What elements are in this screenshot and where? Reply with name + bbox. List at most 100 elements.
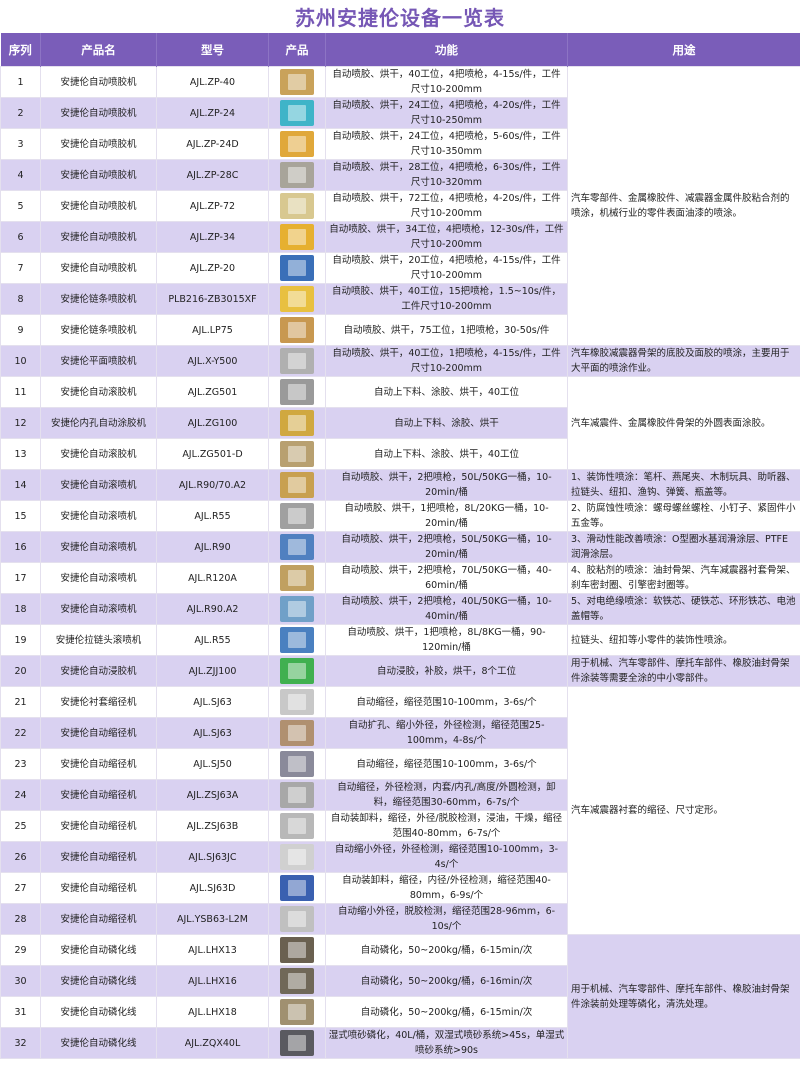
- product-image: [280, 503, 314, 529]
- model-cell: AJL.ZSJ63B: [156, 810, 269, 842]
- model-cell: AJL.YSB63-L2M: [156, 903, 269, 935]
- image-cell: [268, 500, 326, 532]
- table-row: 11 安捷伦自动滚胶机 AJL.ZG501 自动上下料、涂胶、烘干，40工位 汽车减震件…: [0, 376, 800, 470]
- model-cell: PLB216-ZB3015XF: [156, 283, 269, 315]
- seq-cell: 29: [0, 934, 41, 966]
- image-cell: [268, 221, 326, 253]
- image-cell: [268, 872, 326, 904]
- function-cell: 自动喷胶、烘干，40工位，4把喷枪，4-15s/件，工件尺寸10-200mm: [325, 66, 568, 98]
- usage-cell: 5、对电绝缘喷涂：软铁芯、硬铁芯、环形铁芯、电池盖帽等。: [567, 593, 800, 625]
- image-cell: [268, 190, 326, 222]
- model-cell: AJL.ZP-40: [156, 66, 269, 98]
- seq-cell: 14: [0, 469, 41, 501]
- model-cell: AJL.ZP-34: [156, 221, 269, 253]
- name-cell: 安捷伦自动缩径机: [40, 779, 157, 811]
- seq-cell: 9: [0, 314, 41, 346]
- image-cell: [268, 686, 326, 718]
- function-cell: 自动磷化，50~200kg/桶，6-15min/次: [325, 996, 568, 1028]
- table-row: 28 安捷伦自动缩径机 AJL.YSB63-L2M 自动缩小外径，脱胶检测，缩径范围2…: [0, 903, 800, 935]
- function-cell: 自动浸胶，补胶，烘干，8个工位: [325, 655, 568, 687]
- header-name: 产品名: [40, 33, 157, 67]
- function-cell: 自动缩径，缩径范围10-100mm，3-6s/个: [325, 748, 568, 780]
- name-cell: 安捷伦自动喷胶机: [40, 221, 157, 253]
- name-cell: 安捷伦链条喷胶机: [40, 314, 157, 346]
- image-cell: [268, 66, 326, 98]
- name-cell: 安捷伦自动喷胶机: [40, 128, 157, 160]
- seq-cell: 17: [0, 562, 41, 594]
- product-image: [280, 255, 314, 281]
- seq-cell: 31: [0, 996, 41, 1028]
- function-cell: 自动上下料、涂胶、烘干: [325, 407, 568, 439]
- model-cell: AJL.LP75: [156, 314, 269, 346]
- model-cell: AJL.ZJJ100: [156, 655, 269, 687]
- name-cell: 安捷伦自动缩径机: [40, 748, 157, 780]
- name-cell: 安捷伦自动缩径机: [40, 841, 157, 873]
- product-image: [280, 317, 314, 343]
- function-cell: 自动喷胶、烘干，34工位，4把喷枪，12-30s/件，工件尺寸10-200mm: [325, 221, 568, 253]
- header-usage: 用途: [567, 33, 800, 67]
- name-cell: 安捷伦链条喷胶机: [40, 283, 157, 315]
- product-image: [280, 100, 314, 126]
- model-cell: AJL.R120A: [156, 562, 269, 594]
- name-cell: 安捷伦自动缩径机: [40, 810, 157, 842]
- model-cell: AJL.R90: [156, 531, 269, 563]
- seq-cell: 23: [0, 748, 41, 780]
- seq-cell: 30: [0, 965, 41, 997]
- product-image: [280, 875, 314, 901]
- product-image: [280, 534, 314, 560]
- table-row: 29 安捷伦自动磷化线 AJL.LHX13 自动磷化，50~200kg/桶，6-15m…: [0, 934, 800, 1059]
- image-cell: [268, 903, 326, 935]
- model-cell: AJL.SJ63: [156, 717, 269, 749]
- product-image: [280, 968, 314, 994]
- usage-cell: 汽车橡胶减震器骨架的底胶及面胶的喷涂，主要用于大平面的喷涂作业。: [567, 345, 800, 377]
- product-image: [280, 193, 314, 219]
- image-cell: [268, 97, 326, 129]
- model-cell: AJL.ZG100: [156, 407, 269, 439]
- model-cell: AJL.R90.A2: [156, 593, 269, 625]
- image-cell: [268, 345, 326, 377]
- usage-cell: 用于机械、汽车零部件、摩托车部件、橡胶油封骨架件涂装等需要全涂的中小零部件。: [567, 655, 800, 687]
- name-cell: 安捷伦自动滚胶机: [40, 438, 157, 470]
- table-header: 序列 产品名 型号 产品 功能 用途: [0, 33, 800, 67]
- table-row: 30 安捷伦自动磷化线 AJL.LHX16 自动磷化，50~200kg/桶，6-16m…: [0, 965, 800, 997]
- seq-cell: 1: [0, 66, 41, 98]
- product-image: [280, 565, 314, 591]
- seq-cell: 3: [0, 128, 41, 160]
- image-cell: [268, 655, 326, 687]
- name-cell: 安捷伦平面喷胶机: [40, 345, 157, 377]
- seq-cell: 16: [0, 531, 41, 563]
- image-cell: [268, 965, 326, 997]
- seq-cell: 24: [0, 779, 41, 811]
- table-row: 3 安捷伦自动喷胶机 AJL.ZP-24D 自动喷胶、烘干，24工位，4把喷枪，5-6…: [0, 128, 800, 160]
- seq-cell: 15: [0, 500, 41, 532]
- name-cell: 安捷伦自动缩径机: [40, 717, 157, 749]
- name-cell: 安捷伦自动缩径机: [40, 903, 157, 935]
- table-row: 7 安捷伦自动喷胶机 AJL.ZP-20 自动喷胶、烘干，20工位，4把喷枪，4-15…: [0, 252, 800, 284]
- function-cell: 自动喷胶、烘干，24工位，4把喷枪，5-60s/件，工件尺寸10-350mm: [325, 128, 568, 160]
- seq-cell: 6: [0, 221, 41, 253]
- image-cell: [268, 252, 326, 284]
- function-cell: 自动喷胶、烘干，75工位，1把喷枪，30-50s/件: [325, 314, 568, 346]
- image-cell: [268, 159, 326, 191]
- product-image: [280, 782, 314, 808]
- name-cell: 安捷伦自动滚喷机: [40, 562, 157, 594]
- product-image: [280, 224, 314, 250]
- table-row: 21 安捷伦衬套缩径机 AJL.SJ63 自动缩径，缩径范围10-100mm，3-6s…: [0, 686, 800, 935]
- usage-cell: 4、胶粘剂的喷涂：油封骨架、汽车减震器衬套骨架、刹车密封圈、引擎密封圈等。: [567, 562, 800, 594]
- image-cell: [268, 717, 326, 749]
- function-cell: 自动喷胶、烘干，20工位，4把喷枪，4-15s/件，工件尺寸10-200mm: [325, 252, 568, 284]
- function-cell: 自动喷胶、烘干，28工位，4把喷枪，6-30s/件，工件尺寸10-320mm: [325, 159, 568, 191]
- table-row: 23 安捷伦自动缩径机 AJL.SJ50 自动缩径，缩径范围10-100mm，3-6s…: [0, 748, 800, 780]
- product-image: [280, 627, 314, 653]
- name-cell: 安捷伦自动喷胶机: [40, 190, 157, 222]
- model-cell: AJL.SJ63D: [156, 872, 269, 904]
- name-cell: 安捷伦自动磷化线: [40, 996, 157, 1028]
- product-image: [280, 720, 314, 746]
- header-function: 功能: [325, 33, 568, 67]
- product-image: [280, 658, 314, 684]
- model-cell: AJL.LHX18: [156, 996, 269, 1028]
- seq-cell: 5: [0, 190, 41, 222]
- model-cell: AJL.ZP-24: [156, 97, 269, 129]
- function-cell: 自动喷胶、烘干，1把喷枪，8L/8KG一桶，90-120min/桶: [325, 624, 568, 656]
- model-cell: AJL.ZP-20: [156, 252, 269, 284]
